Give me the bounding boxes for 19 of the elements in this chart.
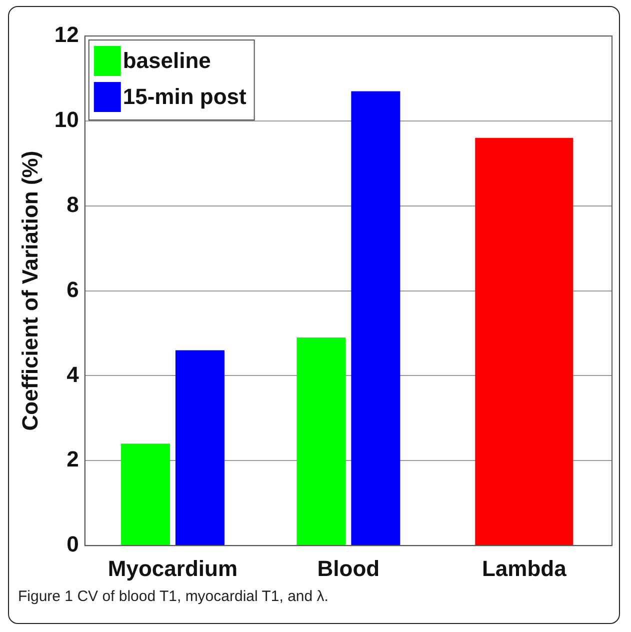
bar (351, 91, 400, 546)
legend-label: 15-min post (122, 84, 248, 110)
y-tick-label: 6 (66, 276, 79, 302)
y-tick-label: 2 (66, 446, 79, 472)
y-tick-label: 0 (66, 532, 79, 557)
y-axis-title: Coefficient of Variation (%) (17, 150, 42, 431)
caption: Figure 1 CV of blood T1, myocardial T1, and λ. (18, 588, 328, 605)
bar (175, 350, 224, 546)
y-tick-label: 4 (66, 362, 80, 387)
bar (296, 338, 346, 546)
x-tick-label: Lambda (482, 556, 568, 581)
y-tick-label: 12 (54, 22, 79, 48)
bar (120, 444, 170, 546)
x-tick-label: Blood (317, 556, 380, 581)
y-tick-label: 10 (54, 106, 79, 132)
legend-label: baseline (122, 48, 211, 74)
x-tick-label: Myocardium (108, 556, 238, 581)
bar (475, 138, 574, 546)
y-tick-label: 8 (66, 192, 79, 217)
